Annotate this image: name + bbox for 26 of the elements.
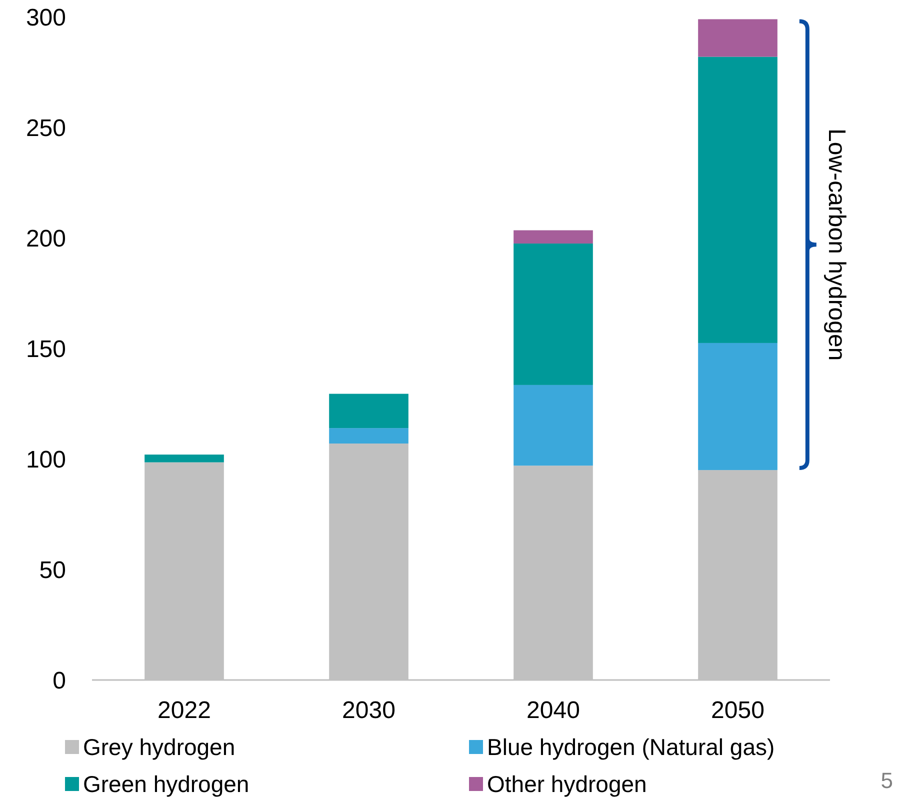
- y-tick-label: 200: [26, 225, 66, 252]
- bar: [698, 342, 778, 470]
- x-tick-label: 2050: [711, 697, 764, 724]
- legend-label: Blue hydrogen (Natural gas): [487, 734, 775, 760]
- bar: [329, 394, 408, 428]
- bar: [514, 384, 593, 466]
- legend-label: Green hydrogen: [83, 771, 250, 798]
- y-tick-label: 150: [26, 336, 66, 363]
- y-tick-label: 250: [26, 114, 66, 142]
- bar: [144, 454, 224, 462]
- legend-label: Other hydrogen: [487, 771, 647, 798]
- y-tick-label: 0: [52, 667, 66, 694]
- bar: [514, 230, 593, 244]
- x-tick-label: 2030: [342, 697, 396, 724]
- x-tick-label: 2040: [526, 697, 580, 724]
- bar: [698, 56, 778, 343]
- y-tick-label: 100: [26, 446, 66, 474]
- text: 5: [880, 768, 893, 793]
- bar: [329, 428, 408, 444]
- annotation: Low-carbon hydrogen: [823, 128, 850, 361]
- y-tick-label: 50: [39, 556, 66, 584]
- bar: [698, 19, 778, 57]
- bar: [514, 244, 593, 385]
- legend-label: Grey hydrogen: [83, 734, 236, 760]
- x-tick-label: 2022: [158, 697, 211, 724]
- y-tick-label: 300: [26, 4, 66, 32]
